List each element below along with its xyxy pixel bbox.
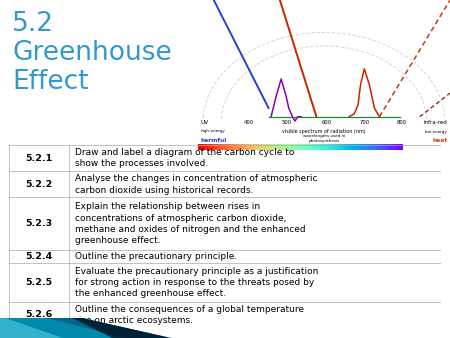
Text: Outline the precautionary principle.: Outline the precautionary principle. <box>75 252 237 261</box>
Text: 5.2.4: 5.2.4 <box>26 252 53 261</box>
Text: Draw and label a diagram of the carbon cycle to
show the processes involved.: Draw and label a diagram of the carbon c… <box>75 148 294 168</box>
Polygon shape <box>72 318 171 338</box>
Text: 600: 600 <box>321 120 332 125</box>
Text: 5.2.6: 5.2.6 <box>26 310 53 319</box>
Polygon shape <box>0 318 171 338</box>
Text: UV: UV <box>201 120 209 125</box>
Text: 5.2.1: 5.2.1 <box>26 154 53 163</box>
Text: Explain the relationship between rises in
concentrations of atmospheric carbon d: Explain the relationship between rises i… <box>75 202 305 245</box>
Text: Outline the consequences of a global temperature
rise on arctic ecosystems.: Outline the consequences of a global tem… <box>75 305 304 325</box>
Polygon shape <box>0 318 126 338</box>
Text: Evaluate the precautionary principle as a justification
for strong action in res: Evaluate the precautionary principle as … <box>75 267 318 298</box>
Text: 5.2.3: 5.2.3 <box>26 219 53 228</box>
Text: 500: 500 <box>281 120 291 125</box>
Polygon shape <box>0 318 63 338</box>
Text: infra-red: infra-red <box>424 120 447 125</box>
Text: 400: 400 <box>243 120 253 125</box>
Text: 800: 800 <box>397 120 407 125</box>
Text: 5.2.5: 5.2.5 <box>26 278 53 287</box>
Text: 5.2
Greenhouse
Effect: 5.2 Greenhouse Effect <box>13 11 172 95</box>
Text: 5.2.2: 5.2.2 <box>26 180 53 189</box>
Text: heat: heat <box>432 138 447 143</box>
Text: high-energy: high-energy <box>201 129 225 134</box>
Text: visible spectrum of radiation (nm): visible spectrum of radiation (nm) <box>282 129 366 134</box>
Text: low-energy: low-energy <box>425 130 447 134</box>
Text: harmful: harmful <box>201 138 227 143</box>
Text: Analyse the changes in concentration of atmospheric
carbon dioxide using histori: Analyse the changes in concentration of … <box>75 174 317 194</box>
Text: wavelengths used in
photosynthesis: wavelengths used in photosynthesis <box>303 135 345 143</box>
Text: 700: 700 <box>359 120 369 125</box>
